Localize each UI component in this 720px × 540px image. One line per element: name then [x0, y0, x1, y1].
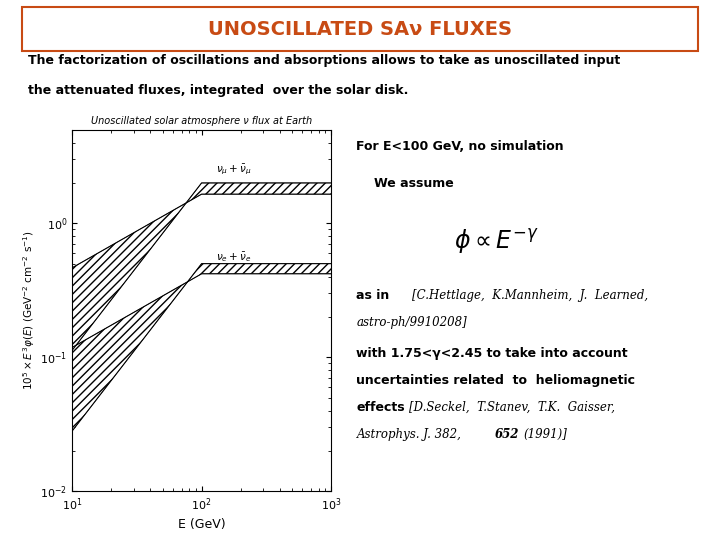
Text: as in: as in: [356, 289, 390, 302]
Text: $\nu_\mu + \bar{\nu}_\mu$: $\nu_\mu + \bar{\nu}_\mu$: [217, 163, 252, 178]
Text: $\nu_e + \bar{\nu}_e$: $\nu_e + \bar{\nu}_e$: [217, 249, 252, 264]
X-axis label: E (GeV): E (GeV): [178, 518, 225, 531]
Text: (1991)]: (1991)]: [523, 428, 567, 441]
Text: with 1.75<γ<2.45 to take into account: with 1.75<γ<2.45 to take into account: [356, 347, 628, 360]
Text: effects: effects: [356, 401, 405, 414]
Text: $\phi \propto E^{-\gamma}$: $\phi \propto E^{-\gamma}$: [454, 227, 539, 256]
Y-axis label: $10^5 \times E^3 \varphi(E)$ (GeV$^{-2}$ cm$^{-2}$ s$^{-1}$): $10^5 \times E^3 \varphi(E)$ (GeV$^{-2}$…: [22, 231, 37, 390]
Text: [D.Seckel,  T.Stanev,  T.K.  Gaisser,: [D.Seckel, T.Stanev, T.K. Gaisser,: [409, 401, 615, 414]
Text: UNOSCILLATED SAν FLUXES: UNOSCILLATED SAν FLUXES: [208, 19, 512, 39]
Text: 652: 652: [495, 428, 519, 441]
Text: astro-ph/9910208]: astro-ph/9910208]: [356, 316, 467, 329]
Text: Astrophys. J. 382,: Astrophys. J. 382,: [356, 428, 462, 441]
Text: [C.Hettlage,  K.Mannheim,  J.  Learned,: [C.Hettlage, K.Mannheim, J. Learned,: [412, 289, 648, 302]
Title: Unoscillated solar atmosphere ν flux at Earth: Unoscillated solar atmosphere ν flux at …: [91, 116, 312, 126]
FancyBboxPatch shape: [22, 7, 698, 51]
Text: We assume: We assume: [374, 177, 454, 190]
Text: the attenuated fluxes, integrated  over the solar disk.: the attenuated fluxes, integrated over t…: [28, 84, 409, 97]
Text: The factorization of oscillations and absorptions allows to take as unoscillated: The factorization of oscillations and ab…: [28, 54, 621, 67]
Text: For E<100 GeV, no simulation: For E<100 GeV, no simulation: [356, 140, 564, 153]
Text: uncertainties related  to  heliomagnetic: uncertainties related to heliomagnetic: [356, 374, 635, 387]
